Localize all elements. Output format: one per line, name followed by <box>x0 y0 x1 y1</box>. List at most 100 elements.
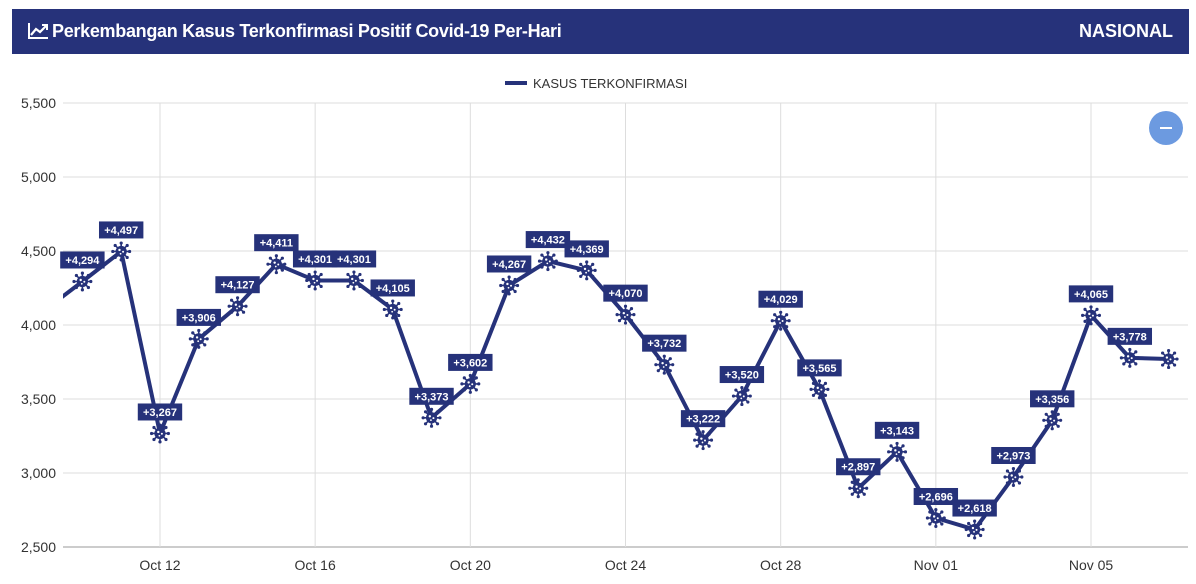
data-label: +4,029 <box>764 294 798 306</box>
data-label-box <box>331 250 377 268</box>
x-tick-label: Nov 01 <box>914 557 959 573</box>
legend: KASUS TERKONFIRMASI <box>505 76 687 91</box>
data-label-box <box>680 410 726 428</box>
x-tick-label: Oct 28 <box>760 557 801 573</box>
data-label-box <box>564 240 609 258</box>
data-label: +4,369 <box>570 244 604 256</box>
data-point-virus-icon <box>731 385 753 407</box>
x-tick-label: Oct 12 <box>139 557 180 573</box>
y-tick-label: 3,500 <box>21 391 56 407</box>
minus-icon <box>1160 127 1172 129</box>
data-point-virus-icon <box>769 309 792 332</box>
data-label-box <box>1030 390 1075 408</box>
data-point-virus-icon <box>1157 348 1180 370</box>
data-point-virus-icon <box>1002 466 1025 488</box>
data-point-virus-icon <box>692 429 714 451</box>
data-label-box <box>874 421 920 439</box>
data-label-box <box>137 403 183 421</box>
data-point-virus-icon <box>265 253 288 275</box>
data-label-box <box>913 487 959 505</box>
line-chart-icon <box>28 23 48 39</box>
data-label: +3,222 <box>686 414 720 426</box>
data-label-box <box>952 499 997 517</box>
data-label-box <box>836 458 881 476</box>
data-label: +4,411 <box>260 238 293 250</box>
data-point-virus-icon <box>498 274 520 297</box>
data-label-box <box>215 276 260 294</box>
data-point-virus-icon <box>110 240 132 263</box>
y-tick-label: 5,500 <box>21 95 56 111</box>
data-label: +2,696 <box>919 491 953 503</box>
data-label: +3,356 <box>1035 394 1069 406</box>
data-point-virus-icon <box>459 373 482 395</box>
x-tick-label: Nov 05 <box>1069 557 1114 573</box>
data-label-box <box>1107 327 1153 345</box>
data-point-virus-icon <box>886 441 908 463</box>
data-label: +4,497 <box>104 225 138 237</box>
data-label-box <box>486 255 532 273</box>
data-label-box <box>525 231 571 249</box>
data-label: +4,070 <box>609 288 643 300</box>
data-label-box <box>1068 285 1114 303</box>
data-label: +3,267 <box>143 407 177 419</box>
data-point-virus-icon <box>1041 409 1064 432</box>
data-label: +4,432 <box>531 235 565 247</box>
data-point-virus-icon <box>653 353 676 376</box>
data-label: +4,267 <box>492 259 526 271</box>
data-label-box <box>758 290 803 308</box>
data-label: +3,373 <box>415 391 449 403</box>
zoom-reset-button[interactable] <box>1149 111 1183 145</box>
data-label: +4,294 <box>65 255 100 267</box>
data-point-virus-icon <box>847 477 870 500</box>
data-point-virus-icon <box>420 406 443 429</box>
data-label: +3,565 <box>802 363 836 375</box>
x-tick-label: Oct 16 <box>295 557 336 573</box>
x-tick-label: Oct 24 <box>605 557 646 573</box>
y-tick-label: 5,000 <box>21 169 56 185</box>
data-label-box <box>991 446 1036 464</box>
data-label: +3,143 <box>880 425 914 437</box>
data-label: +3,778 <box>1113 331 1147 343</box>
data-label-box <box>60 251 105 269</box>
region-label: NASIONAL <box>1079 21 1173 41</box>
grid <box>63 102 1188 548</box>
data-label-box <box>448 353 493 371</box>
y-tick-label: 3,000 <box>21 465 56 481</box>
chart-title: Perkembangan Kasus Terkonfirmasi Positif… <box>52 21 562 41</box>
legend-label: KASUS TERKONFIRMASI <box>533 76 687 91</box>
data-point-virus-icon <box>187 328 210 350</box>
chart-header: Perkembangan Kasus Terkonfirmasi Positif… <box>12 9 1189 54</box>
data-label: +2,897 <box>841 462 875 474</box>
data-label-box <box>254 234 299 252</box>
data-label: +4,065 <box>1074 289 1108 301</box>
data-point-virus-icon <box>614 303 637 326</box>
data-point-virus-icon <box>537 250 559 272</box>
data-label-box <box>642 334 687 352</box>
data-label-box <box>719 366 765 384</box>
legend-swatch <box>505 81 527 85</box>
data-label: +4,301 <box>298 254 332 266</box>
data-point-virus-icon <box>343 269 365 292</box>
data-label: +3,520 <box>725 370 759 382</box>
data-point-virus-icon <box>1119 347 1141 369</box>
data-label-box <box>370 279 415 297</box>
data-label: +3,602 <box>453 357 487 369</box>
data-label-box <box>292 250 338 268</box>
data-label: +4,301 <box>337 254 371 266</box>
data-label-box <box>409 387 454 405</box>
data-label-box <box>176 308 221 326</box>
y-tick-label: 4,000 <box>21 317 56 333</box>
data-point-virus-icon <box>808 378 831 401</box>
y-axis: 2,500 3,000 3,500 4,000 4,500 5,000 5,500 <box>21 95 56 555</box>
data-point-virus-icon <box>304 269 326 292</box>
data-point-virus-icon <box>381 298 404 321</box>
x-tick-label: Oct 20 <box>450 557 491 573</box>
data-labels: +4,294 +4,497 +3,267 +3,906 +4,127 +4,411 +4,3… <box>60 221 1153 517</box>
data-label: +3,906 <box>182 312 216 324</box>
data-point-virus-icon <box>925 507 947 529</box>
data-label: +4,127 <box>221 280 255 292</box>
data-label: +3,732 <box>647 338 681 350</box>
x-axis: Oct 12 Oct 16 Oct 20 Oct 24 Oct 28 Nov 01 Nov … <box>139 557 1113 573</box>
data-label-box <box>98 221 144 239</box>
data-point-virus-icon <box>226 295 249 318</box>
